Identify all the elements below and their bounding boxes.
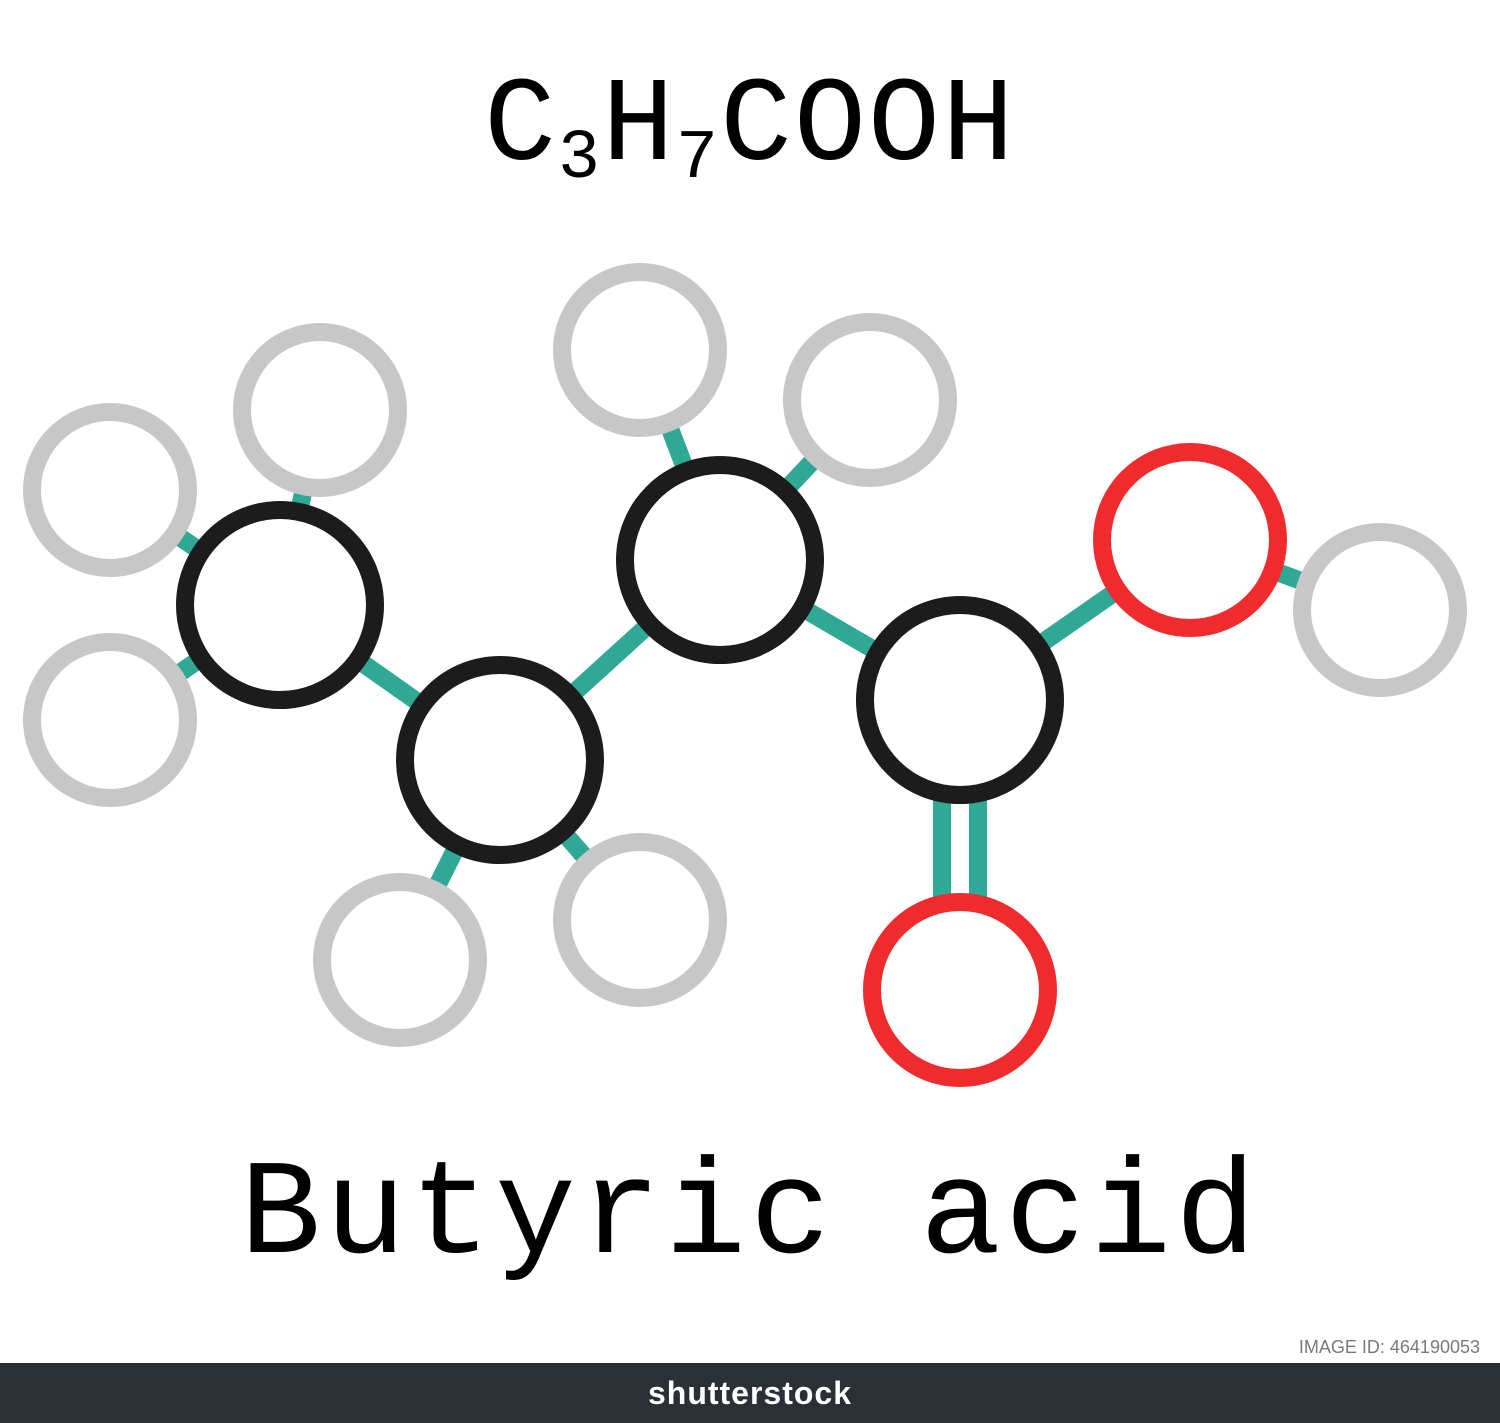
atom-hydrogen xyxy=(792,322,948,478)
atom-carbon xyxy=(405,665,595,855)
atom-carbon xyxy=(185,510,375,700)
bond xyxy=(670,428,684,465)
atom-hydrogen xyxy=(322,882,478,1038)
atom-hydrogen xyxy=(32,642,188,798)
footer-logo: shutterstock xyxy=(648,1375,852,1412)
bond xyxy=(180,662,197,673)
molecule-card: C3H7COOH Butyric acid IMAGE ID: 46419005… xyxy=(0,0,1500,1423)
bond xyxy=(1278,572,1301,580)
atoms-group xyxy=(32,272,1458,1078)
atom-hydrogen xyxy=(1302,532,1458,688)
atom-oxygen xyxy=(1102,452,1278,628)
atom-hydrogen xyxy=(32,412,188,568)
compound-name: Butyric acid xyxy=(0,1140,1500,1293)
atom-hydrogen xyxy=(562,272,718,428)
bond xyxy=(567,836,585,857)
bond xyxy=(807,611,873,649)
atom-carbon xyxy=(865,605,1055,795)
atom-carbon xyxy=(625,465,815,655)
bond xyxy=(575,628,646,692)
atom-hydrogen xyxy=(242,332,398,488)
image-id-label: IMAGE ID: 464190053 xyxy=(1299,1337,1480,1358)
bond xyxy=(789,461,812,486)
atom-hydrogen xyxy=(562,842,718,998)
bond xyxy=(363,663,418,702)
atom-oxygen xyxy=(872,902,1048,1078)
bond xyxy=(180,537,197,548)
bond xyxy=(1043,594,1113,643)
footer-bar: shutterstock xyxy=(0,1363,1500,1423)
bond xyxy=(438,850,455,885)
